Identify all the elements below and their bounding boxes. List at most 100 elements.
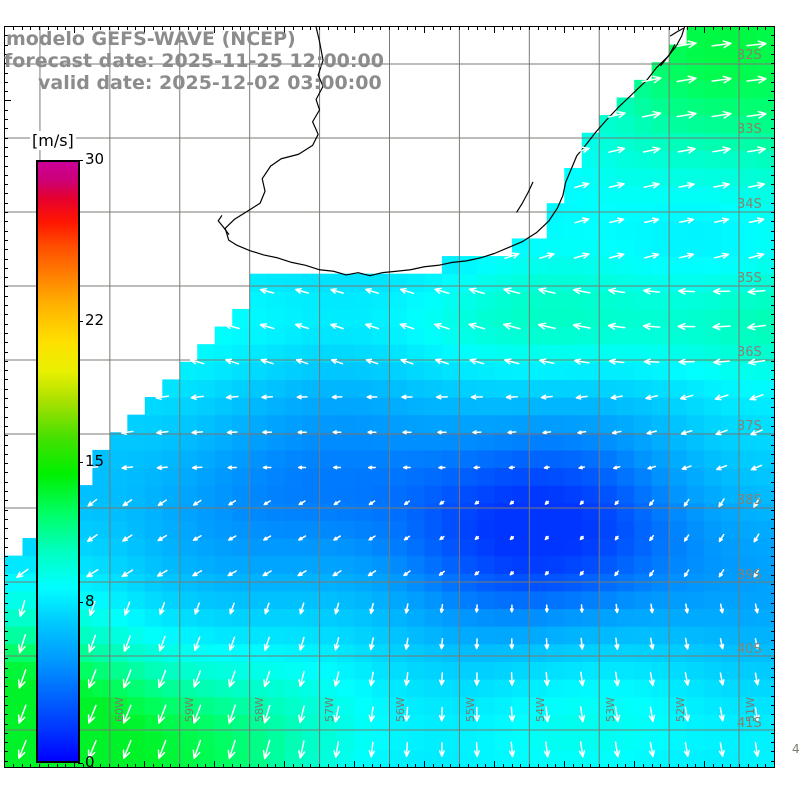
axis-tick [721,26,723,30]
axis-tick [771,202,775,204]
axis-tick [771,584,775,585]
axis-tick [4,230,8,232]
x-axis-label: 54W [533,697,547,722]
y-axis-label: 33S [737,122,762,138]
axis-tick [4,258,8,260]
y-axis-label: 34S [737,196,762,212]
axis-tick [4,500,8,502]
axis-tick [771,760,775,762]
x-axis-label: 57W [323,697,337,722]
axis-tick [660,26,662,30]
colorbar-tick [78,320,83,322]
axis-tick [74,761,75,768]
axis-tick [712,764,714,768]
axis-tick [756,764,758,768]
axis-tick [555,764,557,768]
axis-tick [4,407,8,409]
map-plot-area[interactable] [4,26,775,768]
axis-tick [771,388,775,390]
axis-tick [214,761,215,768]
axis-tick [12,764,14,768]
axis-tick [564,26,565,33]
axis-tick [771,574,775,576]
axis-tick [4,72,8,74]
axis-tick [502,764,504,768]
axis-tick [712,26,714,30]
axis-tick [249,764,250,768]
axis-tick [529,26,530,30]
axis-tick [4,593,8,595]
axis-tick [771,72,775,74]
y-axis-label: 38S [737,493,762,509]
axis-tick [771,305,775,306]
x-axis-label: 58W [253,697,267,722]
axis-tick [152,764,154,768]
axis-tick [564,761,565,768]
axis-tick [4,425,8,427]
axis-tick [4,751,8,753]
axis-tick [771,221,775,223]
axis-tick [771,63,775,65]
axis-tick [771,239,775,241]
axis-tick [4,370,8,372]
axis-tick [467,764,469,768]
axis-tick [476,764,478,768]
axis-tick [231,26,233,30]
axis-tick [4,574,8,576]
axis-tick [170,26,172,30]
axis-tick [47,764,49,768]
axis-tick [4,314,8,316]
axis-tick [4,26,11,27]
axis-tick [771,91,775,93]
axis-tick [771,277,775,279]
axis-tick [354,761,355,768]
axis-tick [771,295,775,297]
axis-tick [4,100,11,102]
axis-tick [214,26,215,33]
x-axis-label: 60W [113,697,127,722]
axis-tick [546,764,548,768]
axis-tick [4,286,8,288]
axis-tick [771,128,775,130]
axis-tick [771,686,775,688]
axis-tick [196,26,198,30]
colorbar-tick [78,160,83,161]
axis-tick [4,44,8,46]
axis-tick [327,26,329,30]
axis-tick [126,764,128,768]
axis-tick [771,53,775,55]
axis-tick [362,26,364,30]
axis-tick [231,764,233,768]
colorbar[interactable] [36,160,80,763]
axis-tick [205,764,207,768]
axis-tick [771,342,775,344]
axis-tick [4,537,8,539]
axis-tick [21,26,23,30]
axis-tick [65,26,67,30]
axis-tick [4,546,8,548]
axis-tick [771,630,775,632]
axis-tick [771,714,775,716]
y-axis-label: 35S [737,270,762,286]
axis-tick [240,26,242,30]
axis-tick [117,764,119,768]
axis-tick [771,658,775,660]
axis-tick [109,764,110,768]
axis-tick [4,453,8,455]
axis-tick [380,26,382,30]
wind-speed-field [5,27,774,767]
axis-tick [4,174,8,176]
axis-tick [4,267,8,269]
axis-tick [747,26,749,30]
axis-tick [771,174,775,176]
axis-tick [30,764,32,768]
axis-tick [695,764,697,768]
axis-tick [450,764,452,768]
axis-tick [771,491,775,492]
axis-tick [4,723,8,725]
axis-tick [642,26,644,30]
axis-tick [771,360,775,362]
axis-tick [686,26,688,30]
axis-tick [4,686,8,688]
